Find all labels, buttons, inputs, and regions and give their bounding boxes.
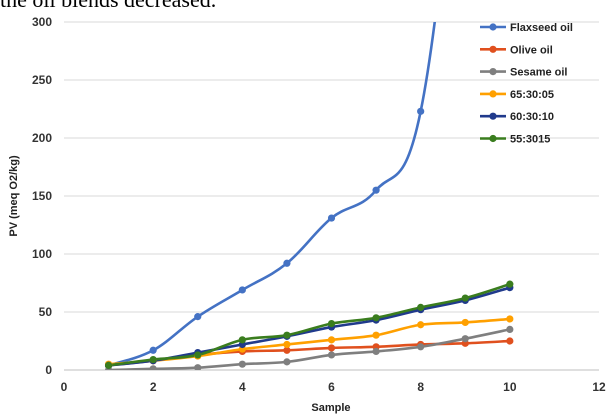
data-point xyxy=(194,364,202,370)
legend-swatch-marker xyxy=(489,23,497,31)
data-point xyxy=(283,340,291,349)
legend-label: 65:30:05 xyxy=(510,89,554,101)
data-point xyxy=(238,286,246,294)
x-tick-label: 2 xyxy=(150,380,157,394)
series-line xyxy=(108,282,511,367)
gridlines xyxy=(64,21,599,313)
caption-text: the oil blends decreased. xyxy=(0,0,606,17)
data-point xyxy=(506,337,514,345)
data-point xyxy=(283,331,291,339)
x-tick-label: 12 xyxy=(592,380,606,394)
series-line xyxy=(108,286,511,367)
legend-swatch-marker xyxy=(489,45,497,53)
data-point xyxy=(149,355,157,364)
y-tick-label: 0 xyxy=(45,363,52,377)
data-point xyxy=(149,346,157,354)
data-point xyxy=(327,214,336,222)
legend-label: Sesame oil xyxy=(510,67,567,79)
data-point xyxy=(372,314,380,322)
data-point xyxy=(417,303,425,311)
y-tick-label: 300 xyxy=(32,15,52,29)
data-point xyxy=(372,186,380,194)
x-tick-label: 8 xyxy=(417,380,424,394)
x-tick-label: 4 xyxy=(239,380,246,394)
y-tick-label: 250 xyxy=(32,73,52,87)
data-point xyxy=(506,315,514,323)
data-point xyxy=(283,358,291,366)
data-point xyxy=(417,107,425,115)
x-tick-label: 6 xyxy=(328,380,335,394)
data-point xyxy=(283,346,291,354)
series-points xyxy=(104,107,514,370)
data-point xyxy=(461,335,469,343)
y-tick-label: 150 xyxy=(32,189,52,203)
legend-swatch-marker xyxy=(489,90,497,98)
legend-item: Olive oil xyxy=(480,44,553,56)
data-point xyxy=(461,294,469,302)
legend-label: 55:3015 xyxy=(510,134,550,146)
legend-label: Olive oil xyxy=(510,44,553,56)
tick-labels: 0 50 100 150 200 250 300 0 2 4 6 8 10 12 xyxy=(32,15,606,394)
legend-label: Flaxseed oil xyxy=(510,22,573,34)
legend-swatch-marker xyxy=(489,134,497,143)
x-tick-label: 0 xyxy=(61,380,68,394)
legend-swatch-marker xyxy=(489,68,497,76)
y-tick-label: 200 xyxy=(32,131,52,145)
data-point xyxy=(506,280,514,288)
data-point xyxy=(417,343,425,351)
data-point xyxy=(327,336,336,344)
data-point xyxy=(238,336,246,344)
data-point xyxy=(327,344,336,352)
legend: Flaxseed oil Olive oil Sesame oil 65:30:05 6… xyxy=(480,22,573,146)
series-line xyxy=(108,339,510,367)
data-point xyxy=(238,360,246,368)
data-point xyxy=(194,351,202,359)
y-axis-label: PV (meq O2/kg) xyxy=(8,155,20,237)
legend-item: Flaxseed oil xyxy=(480,22,573,34)
legend-item: 65:30:05 xyxy=(480,89,554,101)
x-tick-label: 10 xyxy=(503,380,517,394)
data-point xyxy=(417,321,425,329)
legend-label: 60:30:10 xyxy=(510,111,554,123)
data-point xyxy=(283,259,291,267)
data-point xyxy=(104,361,113,369)
legend-swatch-marker xyxy=(489,112,497,120)
series-lines xyxy=(108,22,511,370)
y-tick-label: 100 xyxy=(32,247,52,261)
data-point xyxy=(372,347,380,356)
y-tick-label: 50 xyxy=(39,305,53,319)
series-line xyxy=(108,328,511,370)
data-point xyxy=(149,365,157,370)
data-point xyxy=(461,318,469,327)
legend-item: 55:3015 xyxy=(480,134,550,146)
x-axis-label: Sample xyxy=(311,402,350,414)
data-point xyxy=(327,320,336,328)
data-point xyxy=(506,325,514,333)
data-point xyxy=(194,313,202,321)
data-point xyxy=(327,351,336,359)
data-point xyxy=(372,331,380,339)
series-line xyxy=(108,22,437,367)
legend-item: 60:30:10 xyxy=(480,111,554,123)
legend-item: Sesame oil xyxy=(480,67,567,79)
